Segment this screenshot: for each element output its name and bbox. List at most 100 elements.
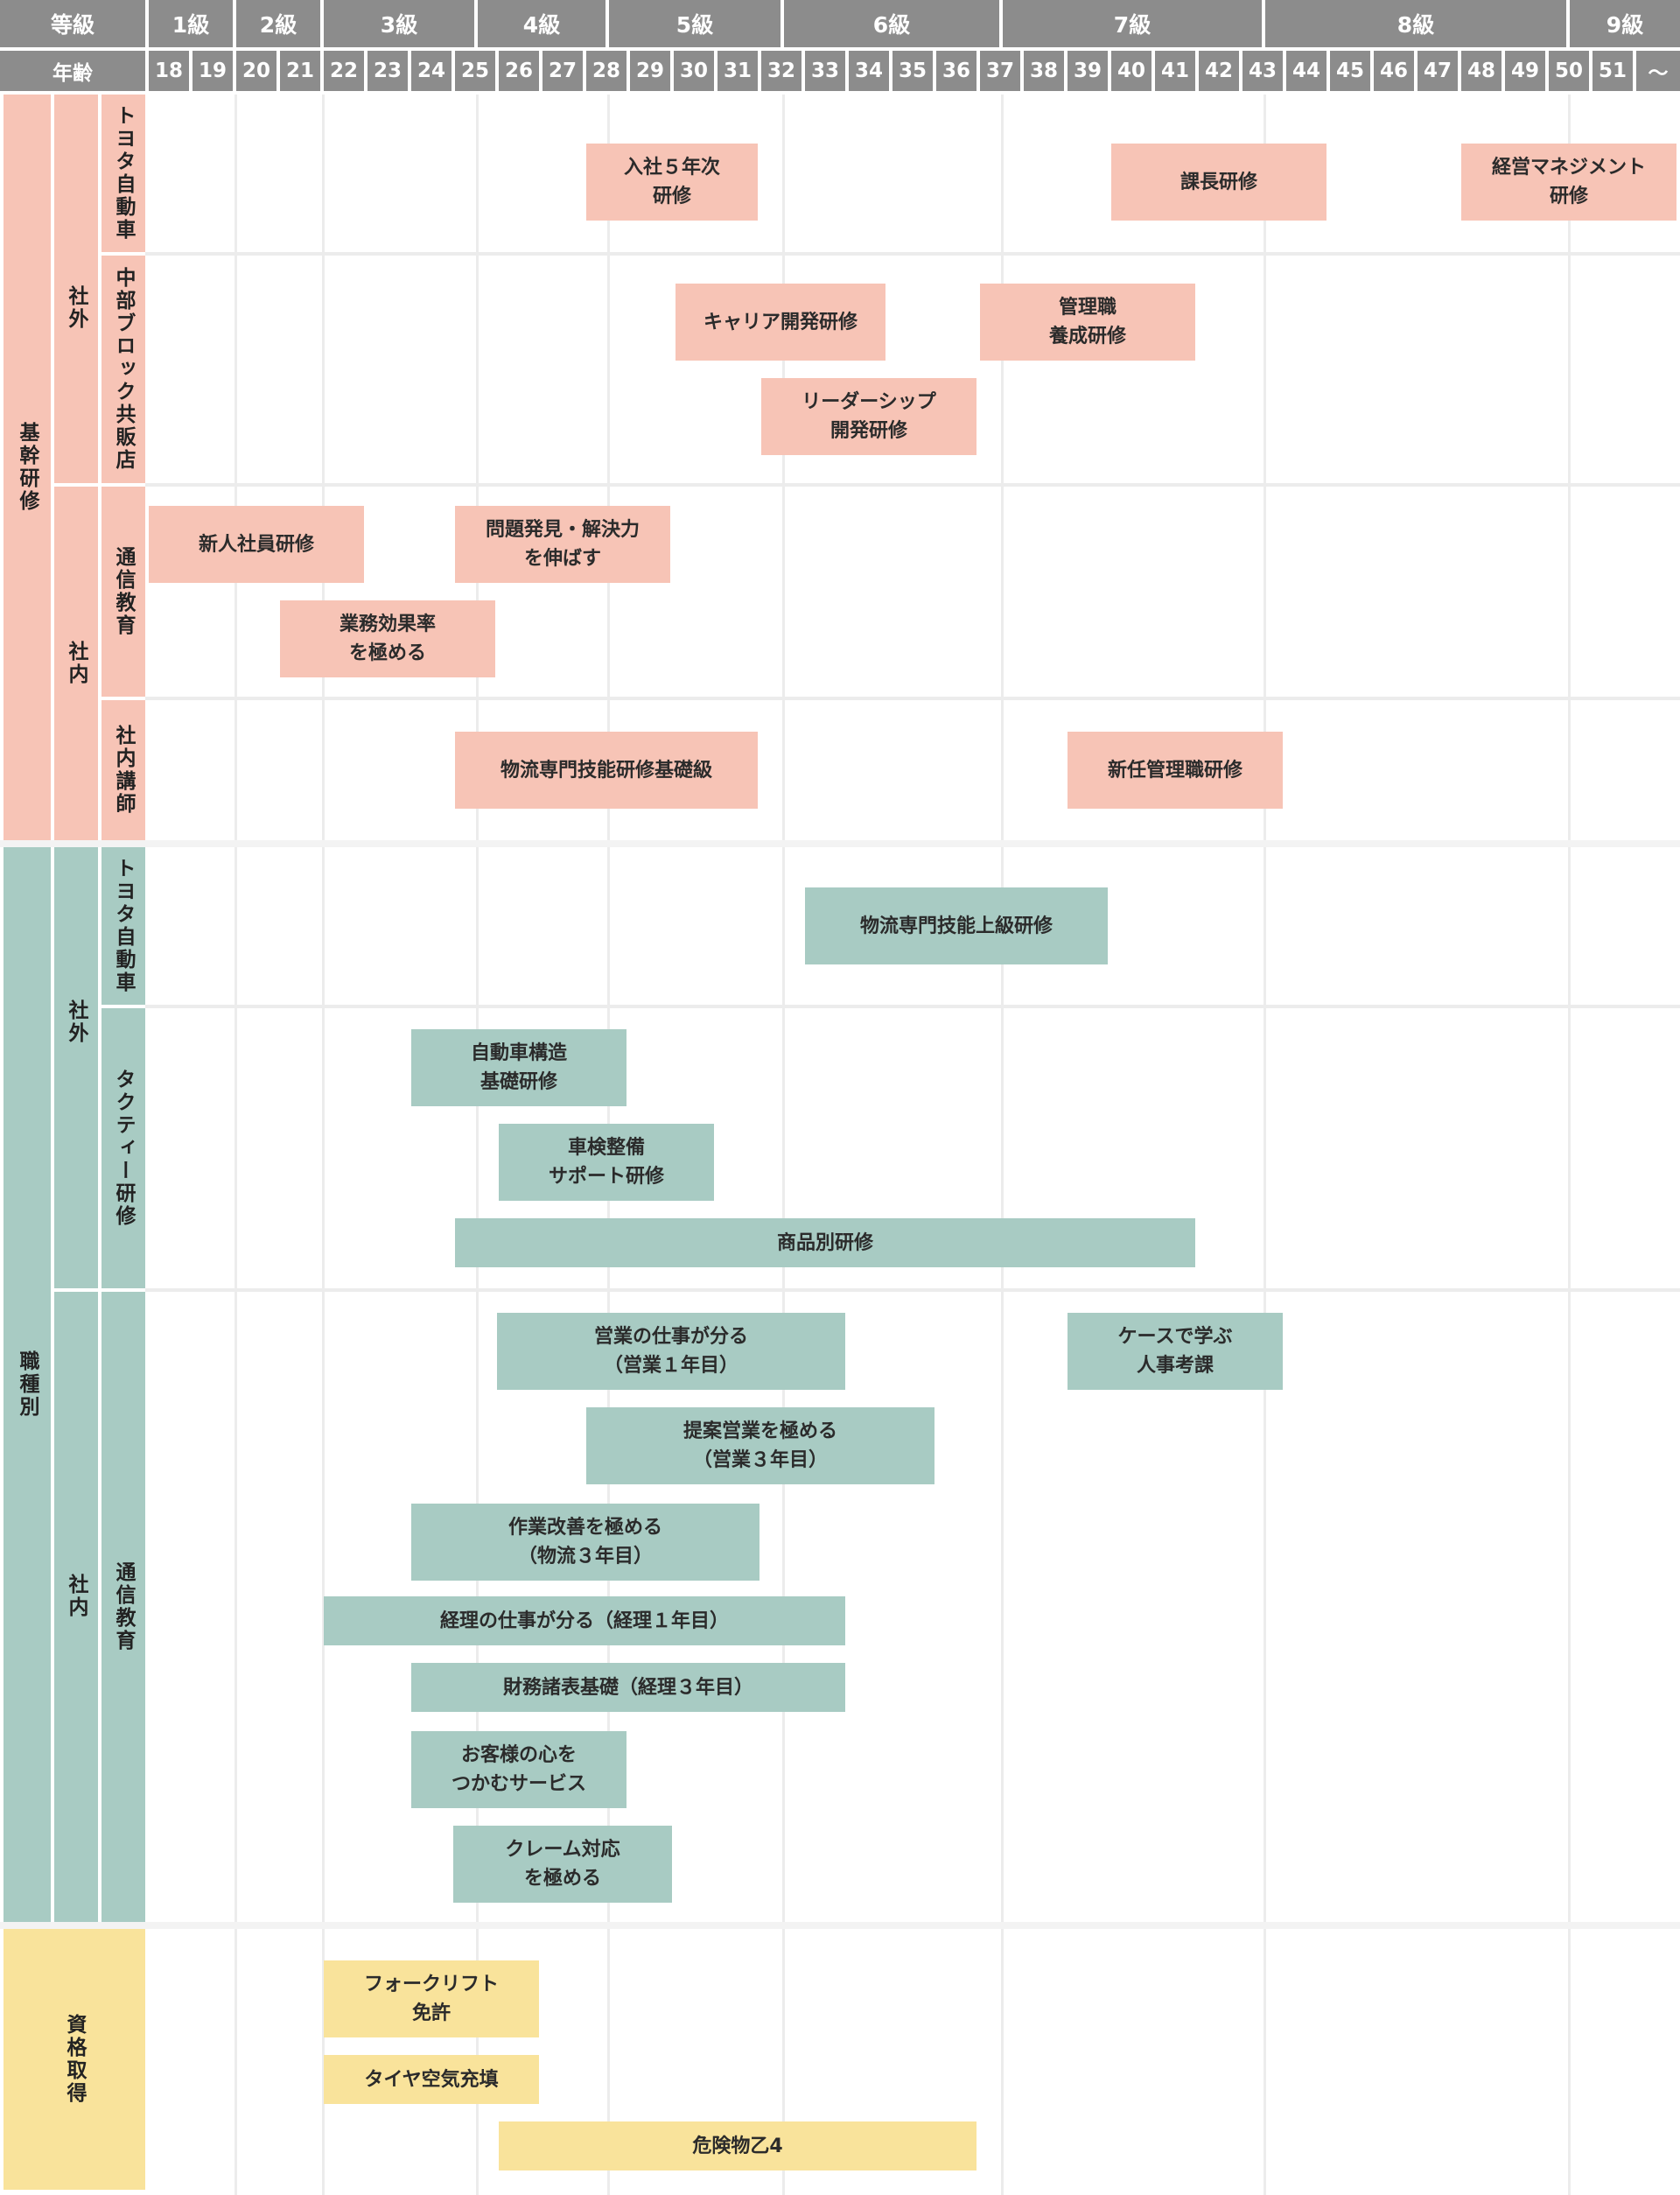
course-jinji-koka: ケースで学ぶ 人事考課 xyxy=(1068,1313,1283,1390)
age-header-3: 21 xyxy=(280,51,320,91)
age-header-18: 36 xyxy=(936,51,976,91)
course-teian-eigyo: 提案営業を極める （営業３年目） xyxy=(586,1407,934,1484)
age-header-26: 44 xyxy=(1286,51,1326,91)
course-claim: クレーム対応 を極める xyxy=(453,1826,672,1903)
age-header-5: 23 xyxy=(368,51,408,91)
course-shinjin: 新人社員研修 xyxy=(149,506,364,583)
age-header-7: 25 xyxy=(455,51,495,91)
age-header-14: 32 xyxy=(761,51,802,91)
age-header-13: 31 xyxy=(718,51,758,91)
grade-divider-line xyxy=(234,95,237,2195)
age-header-23: 41 xyxy=(1155,51,1195,91)
category-shikaku: 資格取得 xyxy=(4,1929,145,2190)
category-kikan: 基幹研修 xyxy=(4,95,51,840)
course-mondai-hakken: 問題発見・解決力 を伸ばす xyxy=(455,506,670,583)
age-header-22: 40 xyxy=(1111,51,1152,91)
row-divider-line xyxy=(145,697,1680,700)
course-kanrishoku-yosei: 管理職 養成研修 xyxy=(980,284,1195,361)
course-gyomu-koka: 業務効果率 を極める xyxy=(280,600,495,677)
age-header-19: 37 xyxy=(980,51,1020,91)
category-shokushu-label: 職種別 xyxy=(16,1350,38,1419)
age-header-9: 27 xyxy=(542,51,583,91)
grade-header-7: 7級 xyxy=(1003,0,1262,47)
kikan-provider-chubu: 中部ブロック共販店 xyxy=(102,256,145,483)
shokushu-provider-tacty-label: タクティー研修 xyxy=(112,1069,135,1228)
grade-divider-line xyxy=(1001,95,1004,2195)
section-divider-band xyxy=(0,840,1680,847)
course-sagyo-kaizen: 作業改善を極める （物流３年目） xyxy=(411,1504,760,1581)
age-header-1: 19 xyxy=(192,51,233,91)
row-divider-line xyxy=(145,1288,1680,1292)
grade-header-6: 6級 xyxy=(784,0,999,47)
category-kikan-label: 基幹研修 xyxy=(16,422,38,513)
age-header-4: 22 xyxy=(324,51,364,91)
age-header-24: 42 xyxy=(1199,51,1239,91)
course-shinnin-kanrishoku: 新任管理職研修 xyxy=(1068,732,1283,809)
kikan-provider-toyota-label: トヨタ自動車 xyxy=(112,105,135,242)
age-header-label: 年齢 xyxy=(0,51,145,91)
age-header-33: 51 xyxy=(1592,51,1633,91)
shokushu-provider-tsushin-label: 通信教育 xyxy=(112,1561,135,1652)
age-header-12: 30 xyxy=(674,51,714,91)
grade-divider-line xyxy=(476,95,479,2195)
age-header-34: 〜 xyxy=(1636,51,1680,91)
age-header-0: 18 xyxy=(149,51,189,91)
course-butsuryu-kiso: 物流専門技能研修基礎級 xyxy=(455,732,758,809)
shokushu-provider-toyota: トヨタ自動車 xyxy=(102,847,145,1005)
age-header-2: 20 xyxy=(236,51,276,91)
category-shikaku-label: 資格取得 xyxy=(63,2014,86,2105)
grade-header-5: 5級 xyxy=(609,0,780,47)
kikan-shagai-label: 社外 xyxy=(65,285,88,331)
grade-divider-line xyxy=(1264,95,1266,2195)
row-divider-line xyxy=(145,1005,1680,1008)
age-header-31: 49 xyxy=(1505,51,1545,91)
grade-header-2: 2級 xyxy=(236,0,320,47)
kikan-shanai-label: 社内 xyxy=(65,641,88,686)
kikan-provider-chubu-label: 中部ブロック共販店 xyxy=(112,267,135,472)
age-header-16: 34 xyxy=(849,51,889,91)
kikan-provider-koshi-label: 社内講師 xyxy=(112,725,135,816)
course-okyakusama: お客様の心を つかむサービス xyxy=(411,1731,626,1808)
course-shaken-seibi: 車検整備 サポート研修 xyxy=(499,1124,714,1201)
course-eigyo-1: 営業の仕事が分る （営業１年目） xyxy=(497,1313,845,1390)
course-shohinbetsu: 商品別研修 xyxy=(455,1218,1195,1267)
shokushu-provider-tacty: タクティー研修 xyxy=(102,1008,145,1288)
shokushu-shanai: 社内 xyxy=(54,1292,98,1922)
age-header-29: 47 xyxy=(1418,51,1458,91)
kikan-shanai: 社内 xyxy=(54,487,98,840)
age-header-10: 28 xyxy=(586,51,626,91)
age-header-27: 45 xyxy=(1330,51,1370,91)
course-tire: タイヤ空気充填 xyxy=(324,2055,539,2104)
kikan-provider-tsushin: 通信教育 xyxy=(102,487,145,697)
course-kacho: 課長研修 xyxy=(1111,144,1326,221)
age-header-8: 26 xyxy=(499,51,539,91)
age-header-28: 46 xyxy=(1374,51,1414,91)
kikan-provider-toyota: トヨタ自動車 xyxy=(102,95,145,252)
shokushu-shagai-label: 社外 xyxy=(65,999,88,1045)
row-divider-line xyxy=(145,252,1680,256)
shokushu-provider-tsushin: 通信教育 xyxy=(102,1292,145,1922)
course-keiei-management: 経営マネジメント 研修 xyxy=(1461,144,1676,221)
grade-divider-line xyxy=(1568,95,1571,2195)
course-butsuryu-jokyu: 物流専門技能上級研修 xyxy=(805,887,1108,964)
course-zaimu-shohyo: 財務諸表基礎（経理３年目） xyxy=(411,1663,845,1712)
grade-divider-line xyxy=(782,95,785,2195)
grade-divider-line xyxy=(322,95,325,2195)
row-divider-line xyxy=(145,483,1680,487)
shokushu-shagai: 社外 xyxy=(54,847,98,1288)
age-header-32: 50 xyxy=(1549,51,1589,91)
grade-header-4: 4級 xyxy=(478,0,606,47)
grade-header-8: 8級 xyxy=(1265,0,1566,47)
age-header-20: 38 xyxy=(1024,51,1064,91)
course-forklift: フォークリフト 免許 xyxy=(324,1960,539,2037)
age-header-30: 48 xyxy=(1461,51,1502,91)
age-header-15: 33 xyxy=(805,51,845,91)
kikan-provider-tsushin-label: 通信教育 xyxy=(112,546,135,637)
course-kikenbutsu: 危険物乙4 xyxy=(499,2121,976,2170)
shokushu-shanai-label: 社内 xyxy=(65,1574,88,1619)
course-keiri-1: 経理の仕事が分る（経理１年目） xyxy=(324,1596,845,1645)
shokushu-provider-toyota-label: トヨタ自動車 xyxy=(112,858,135,994)
category-shokushu: 職種別 xyxy=(4,847,51,1922)
course-nyusha5: 入社５年次 研修 xyxy=(586,144,758,221)
